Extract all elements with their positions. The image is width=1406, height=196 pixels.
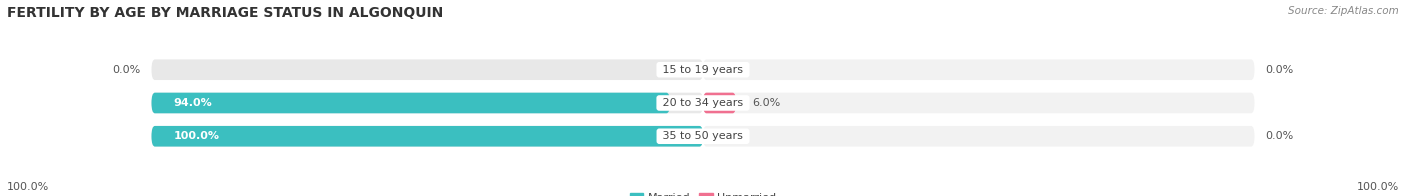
FancyBboxPatch shape — [152, 93, 669, 113]
FancyBboxPatch shape — [703, 93, 737, 113]
FancyBboxPatch shape — [152, 59, 703, 80]
Text: 0.0%: 0.0% — [1265, 65, 1294, 75]
FancyBboxPatch shape — [152, 126, 703, 147]
Text: 35 to 50 years: 35 to 50 years — [659, 131, 747, 141]
FancyBboxPatch shape — [152, 126, 703, 147]
FancyBboxPatch shape — [703, 93, 1254, 113]
Text: 100.0%: 100.0% — [7, 182, 49, 192]
FancyBboxPatch shape — [152, 93, 703, 113]
Text: 0.0%: 0.0% — [112, 65, 141, 75]
Text: FERTILITY BY AGE BY MARRIAGE STATUS IN ALGONQUIN: FERTILITY BY AGE BY MARRIAGE STATUS IN A… — [7, 6, 443, 20]
Text: 15 to 19 years: 15 to 19 years — [659, 65, 747, 75]
Text: 20 to 34 years: 20 to 34 years — [659, 98, 747, 108]
FancyBboxPatch shape — [703, 126, 1254, 147]
Text: 100.0%: 100.0% — [1357, 182, 1399, 192]
FancyBboxPatch shape — [703, 59, 1254, 80]
Text: 100.0%: 100.0% — [173, 131, 219, 141]
Text: 94.0%: 94.0% — [173, 98, 212, 108]
Legend: Married, Unmarried: Married, Unmarried — [626, 188, 780, 196]
Text: 0.0%: 0.0% — [1265, 131, 1294, 141]
Text: Source: ZipAtlas.com: Source: ZipAtlas.com — [1288, 6, 1399, 16]
Text: 6.0%: 6.0% — [752, 98, 780, 108]
